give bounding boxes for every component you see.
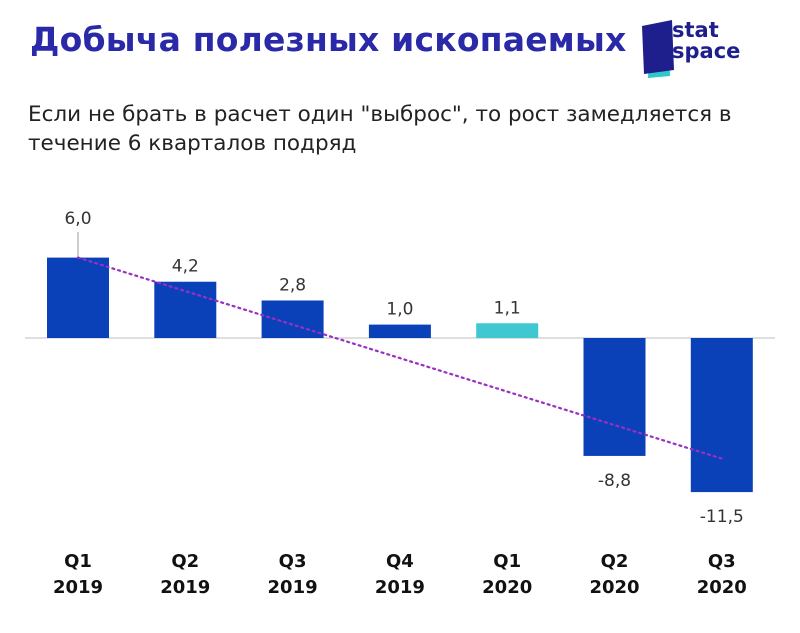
x-tick-label-4-line-1: Q4 [386, 551, 414, 572]
value-label-4: 1,0 [386, 300, 413, 320]
x-tick-label-6-line-1: Q2 [601, 551, 629, 572]
bar-6 [583, 338, 646, 456]
value-label-3: 2,8 [279, 275, 306, 295]
x-tick-label-2-line-2: 2019 [160, 577, 210, 598]
bar-1 [47, 257, 109, 338]
x-tick-label-7-line-1: Q3 [708, 551, 736, 572]
x-tick-label-5-line-1: Q1 [493, 551, 521, 572]
trend-line [76, 256, 723, 460]
x-tick-label-4-line-2: 2019 [375, 577, 425, 598]
x-tick-label-6-line-2: 2020 [589, 577, 639, 598]
x-tick-label-7-line-2: 2020 [697, 577, 747, 598]
value-label-7: -11,5 [700, 507, 744, 527]
logo-text: stat space [672, 20, 762, 62]
bar-7 [690, 338, 753, 493]
chart-subtitle: Если не брать в расчет один "выброс", то… [28, 102, 732, 156]
bar-2 [154, 281, 217, 338]
value-label-5: 1,1 [494, 298, 521, 318]
logo-line-1: stat [672, 18, 719, 42]
x-tick-label-1-line-1: Q1 [64, 551, 92, 572]
logo-line-2: space [672, 39, 741, 63]
statspace-logo: stat space [638, 20, 760, 82]
x-tick-label-3-line-1: Q3 [279, 551, 307, 572]
value-label-2: 4,2 [172, 257, 199, 277]
x-tick-label-2-line-1: Q2 [171, 551, 199, 572]
x-tick-label-5-line-2: 2020 [482, 577, 532, 598]
bar-4 [368, 324, 431, 338]
x-tick-label-3-line-2: 2019 [268, 577, 318, 598]
logo-mark-icon [642, 20, 674, 78]
page-title: Добыча полезных ископаемых [30, 20, 627, 59]
bar-5 [476, 323, 539, 338]
x-tick-label-1-line-2: 2019 [53, 577, 103, 598]
value-label-1: 6,0 [64, 209, 91, 229]
value-label-6: -8,8 [598, 471, 631, 491]
